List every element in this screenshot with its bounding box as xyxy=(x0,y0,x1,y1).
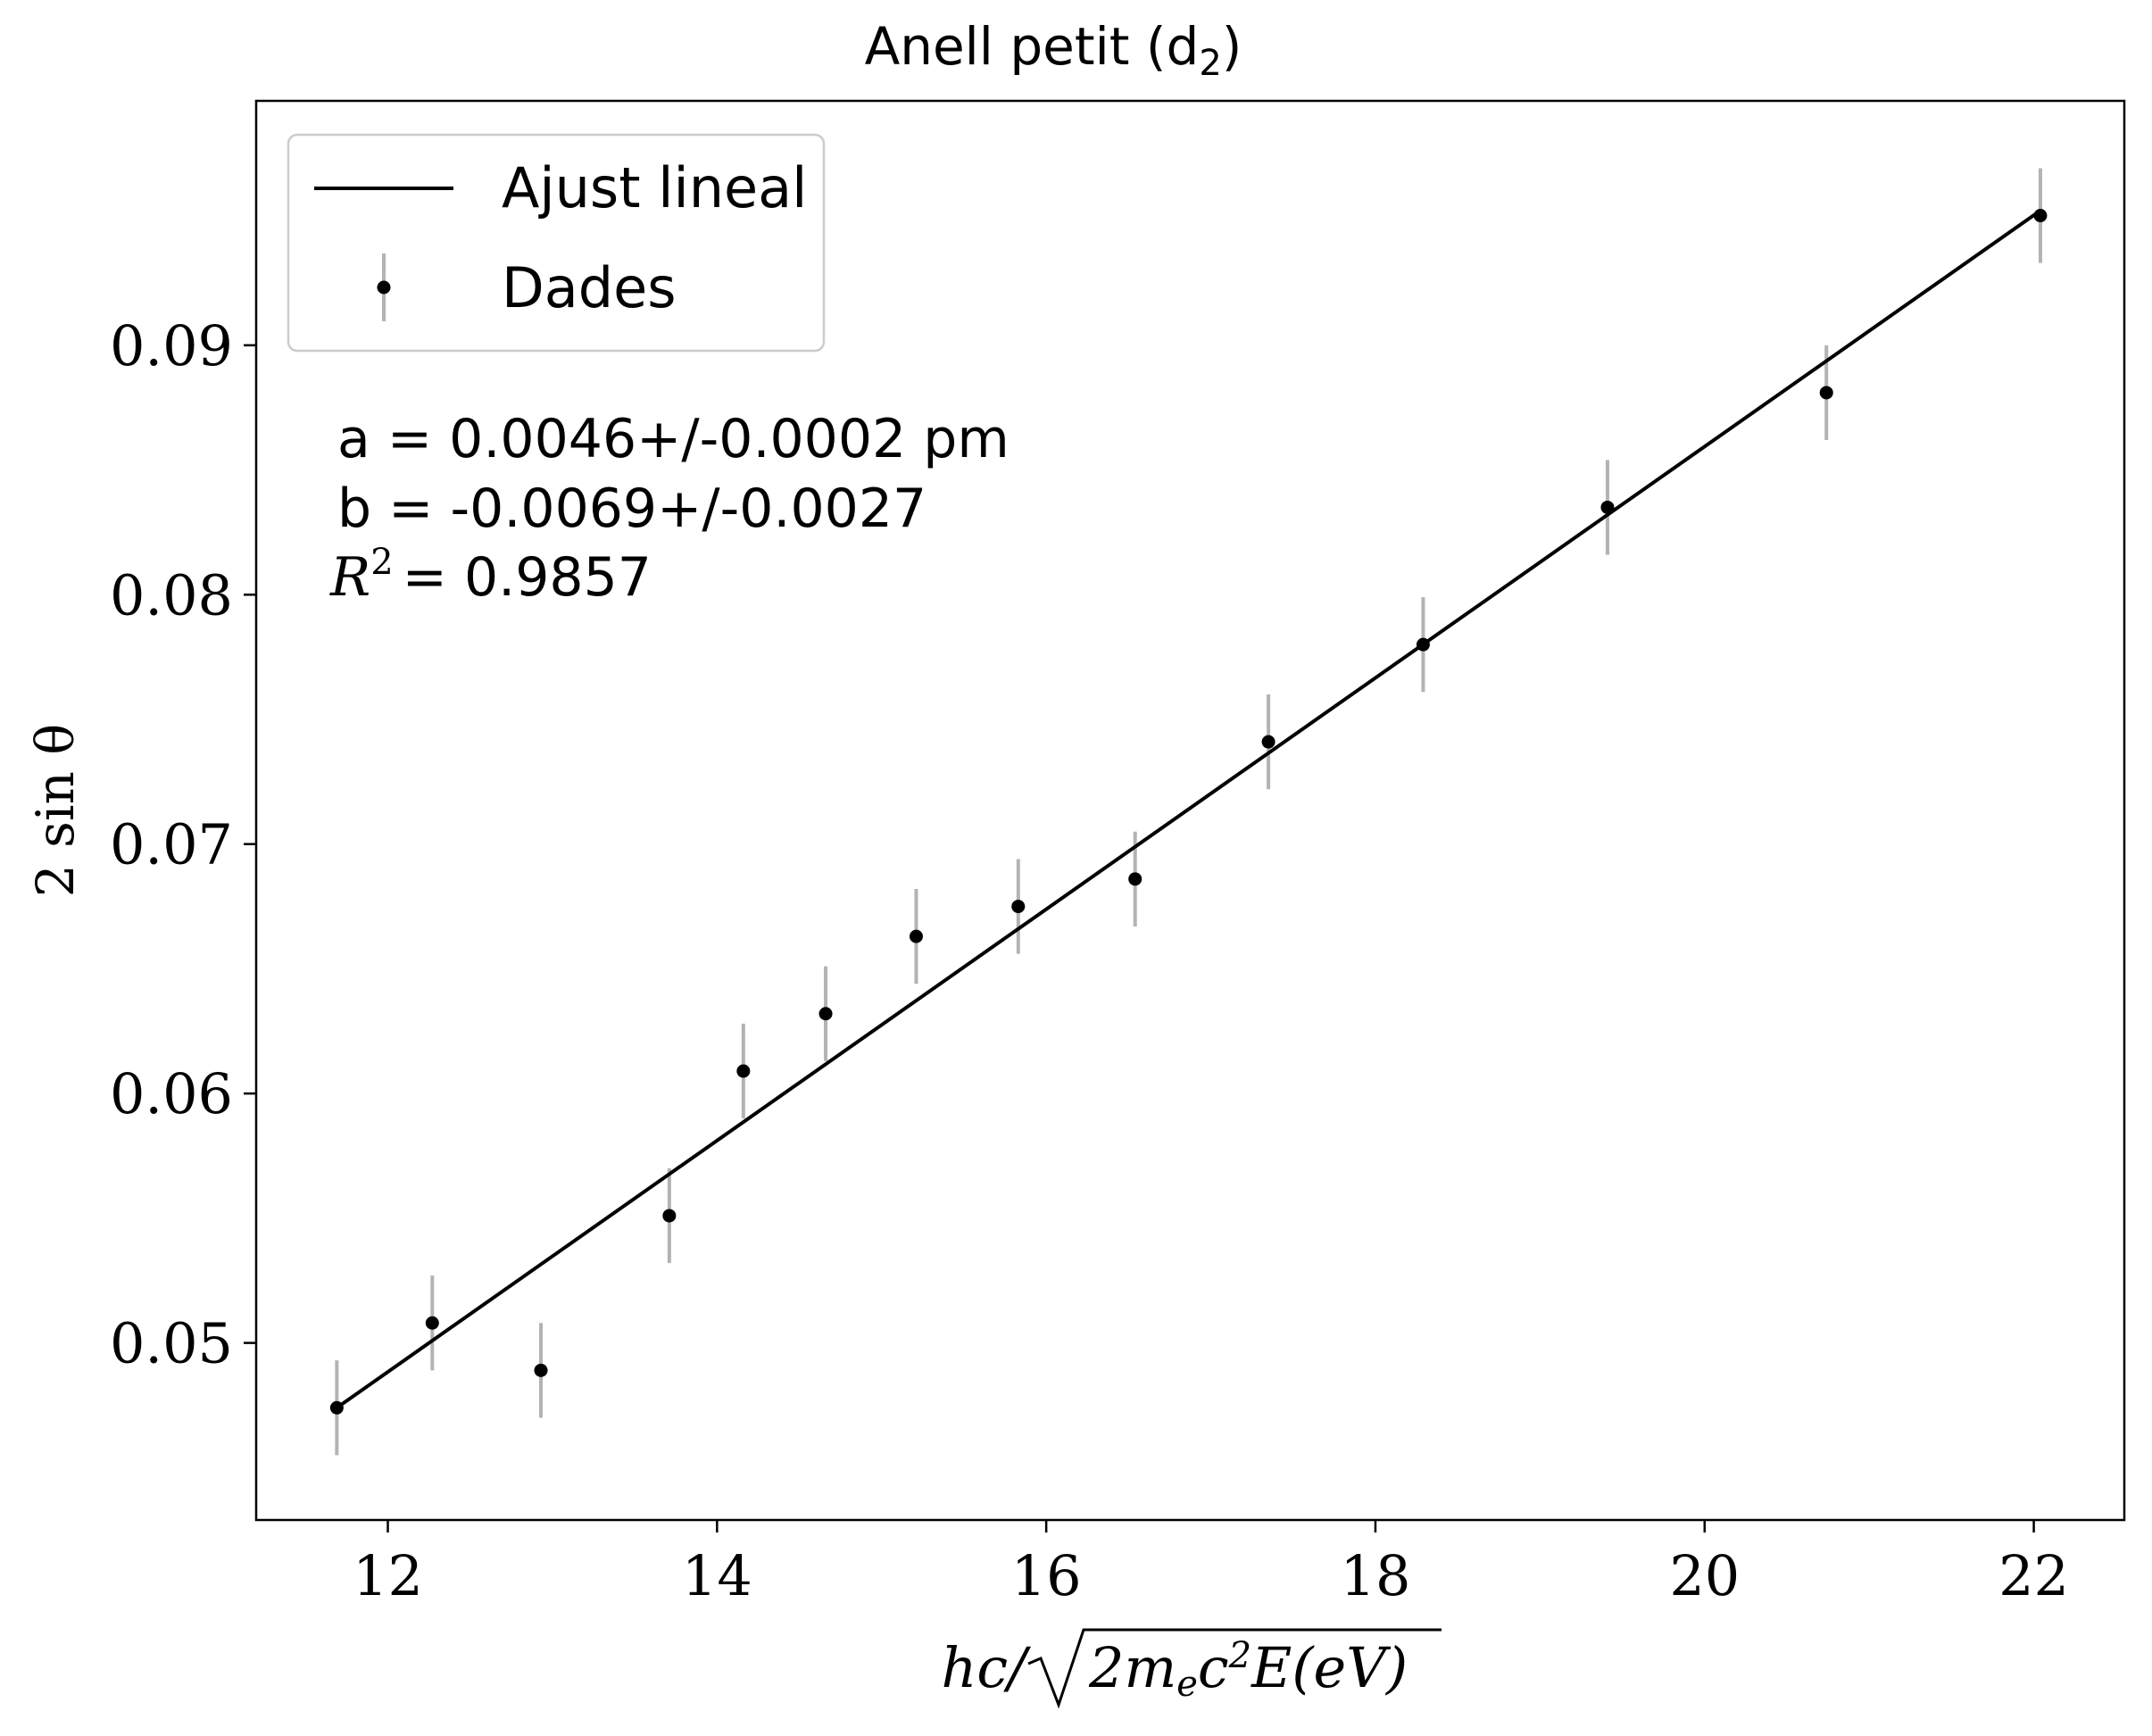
data-point xyxy=(1600,500,1615,514)
annotation-r-symbol: R xyxy=(329,546,370,609)
data-point xyxy=(1416,637,1430,652)
chart-title: Anell petit (d2) xyxy=(865,16,1242,84)
sqrt-sign-icon xyxy=(1027,1628,1442,1709)
x-axis-label-c: c xyxy=(1198,1635,1229,1700)
data-point xyxy=(736,1064,751,1078)
x-axis-label-prefix: hc/ xyxy=(941,1635,1031,1700)
legend-point-swatch xyxy=(377,280,391,295)
plot-area-frame xyxy=(254,99,2126,1522)
data-point xyxy=(1128,872,1142,886)
x-axis-label-sub-e: e xyxy=(1176,1664,1198,1705)
x-tick-label: 14 xyxy=(682,1543,752,1608)
data-point xyxy=(1261,735,1275,749)
data-point xyxy=(662,1209,677,1223)
annotation-slope: a = 0.0046+/-0.0002 pm xyxy=(337,408,1010,470)
fit-annotation: a = 0.0046+/-0.0002 pm b = -0.0069+/-0.0… xyxy=(329,408,1010,609)
annotation-r-sup: 2 xyxy=(370,542,393,583)
y-axis-ticks: 0.05 0.06 0.07 0.08 0.09 xyxy=(110,313,256,1376)
legend-label-data: Dades xyxy=(502,255,677,320)
data-point xyxy=(329,1400,344,1415)
annotation-intercept: b = -0.0069+/-0.0027 xyxy=(337,478,926,540)
data-point xyxy=(818,1007,833,1021)
chart-title-subscript: 2 xyxy=(1199,43,1221,84)
y-tick-label: 0.05 xyxy=(110,1311,233,1376)
y-axis-label: 2 sin θ xyxy=(25,724,86,897)
annotation-r-squared: R2 = 0.9857 xyxy=(329,542,652,609)
y-tick-label: 0.07 xyxy=(110,812,233,877)
x-tick-label: 20 xyxy=(1669,1543,1740,1608)
x-axis-label: hc/ 2mec2E(eV) xyxy=(941,1628,1442,1709)
chart-title-main: Anell petit (d xyxy=(865,16,1200,77)
x-tick-label: 16 xyxy=(1011,1543,1082,1608)
x-axis-label-sup-2: 2 xyxy=(1228,1635,1251,1676)
chart-title-close: ) xyxy=(1222,16,1242,77)
errorbar-group xyxy=(335,168,2042,1456)
fit-line xyxy=(336,209,2042,1409)
x-axis-label-tail: E(eV) xyxy=(1250,1635,1408,1700)
data-point xyxy=(425,1316,439,1330)
legend-label-fit: Ajust lineal xyxy=(502,155,807,220)
x-axis-label-radicand: 2mec2E(eV) xyxy=(1088,1635,1408,1705)
annotation-r-value: = 0.9857 xyxy=(403,546,652,609)
x-tick-label: 18 xyxy=(1341,1543,1411,1608)
data-point xyxy=(1011,900,1026,914)
y-tick-label: 0.09 xyxy=(110,313,233,378)
y-tick-label: 0.06 xyxy=(110,1061,233,1126)
x-axis-ticks: 12 14 16 18 20 22 xyxy=(353,1520,2069,1608)
x-tick-label: 22 xyxy=(1998,1543,2069,1608)
x-axis-label-2m: 2m xyxy=(1088,1635,1176,1700)
data-point xyxy=(909,929,923,943)
data-point xyxy=(2033,209,2048,223)
data-point xyxy=(534,1363,548,1377)
data-points-group xyxy=(329,209,2048,1415)
y-tick-label: 0.08 xyxy=(110,562,233,627)
legend: Ajust lineal Dades xyxy=(287,133,826,353)
fit-line-group xyxy=(336,209,2042,1409)
x-tick-label: 12 xyxy=(353,1543,423,1608)
data-point xyxy=(1819,386,1833,400)
